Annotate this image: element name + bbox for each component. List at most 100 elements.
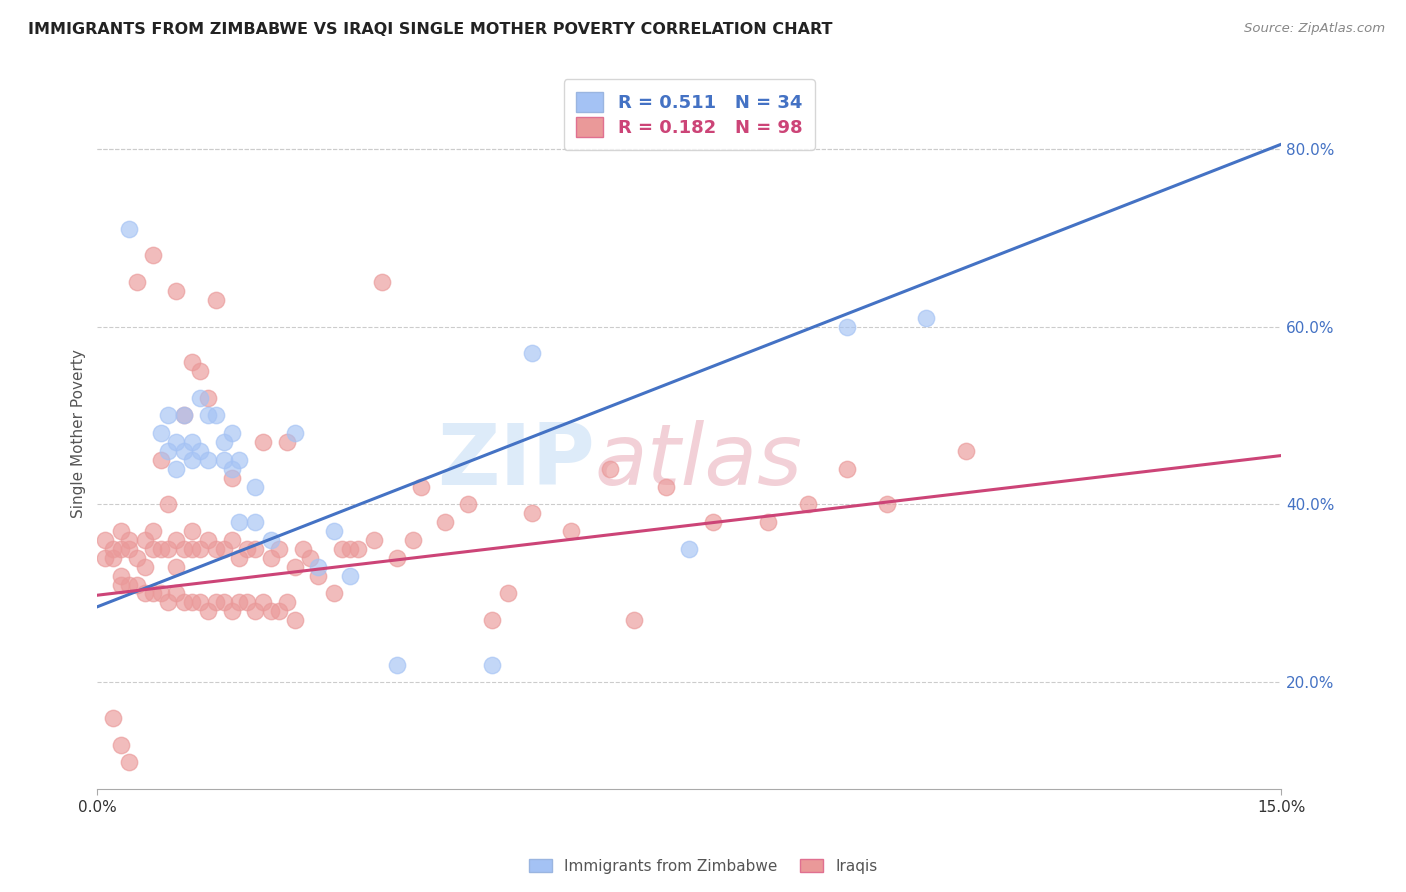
Point <box>165 435 187 450</box>
Text: ZIP: ZIP <box>437 420 595 503</box>
Point <box>188 444 211 458</box>
Point <box>678 541 700 556</box>
Point <box>252 595 274 609</box>
Point <box>181 595 204 609</box>
Point <box>101 711 124 725</box>
Point <box>157 498 180 512</box>
Point <box>142 586 165 600</box>
Point <box>260 533 283 547</box>
Text: IMMIGRANTS FROM ZIMBABWE VS IRAQI SINGLE MOTHER POVERTY CORRELATION CHART: IMMIGRANTS FROM ZIMBABWE VS IRAQI SINGLE… <box>28 22 832 37</box>
Point <box>134 559 156 574</box>
Point <box>284 613 307 627</box>
Point <box>599 462 621 476</box>
Point <box>94 550 117 565</box>
Point <box>188 595 211 609</box>
Point <box>221 604 243 618</box>
Y-axis label: Single Mother Poverty: Single Mother Poverty <box>72 349 86 517</box>
Point <box>228 515 250 529</box>
Point <box>165 462 187 476</box>
Point <box>797 498 820 512</box>
Point <box>110 738 132 752</box>
Point <box>347 541 370 556</box>
Point <box>236 595 259 609</box>
Point <box>181 435 204 450</box>
Point <box>110 568 132 582</box>
Point <box>173 409 195 423</box>
Point <box>252 435 274 450</box>
Point <box>245 480 267 494</box>
Point <box>221 462 243 476</box>
Point <box>654 480 676 494</box>
Text: Source: ZipAtlas.com: Source: ZipAtlas.com <box>1244 22 1385 36</box>
Point <box>409 480 432 494</box>
Point <box>212 453 235 467</box>
Point <box>197 533 219 547</box>
Point <box>433 515 456 529</box>
Point <box>702 515 724 529</box>
Point <box>173 444 195 458</box>
Point <box>457 498 479 512</box>
Point <box>955 444 977 458</box>
Point <box>267 604 290 618</box>
Point <box>157 444 180 458</box>
Point <box>221 471 243 485</box>
Point <box>125 577 148 591</box>
Point <box>307 568 329 582</box>
Point <box>165 284 187 298</box>
Point <box>204 595 226 609</box>
Point <box>118 533 141 547</box>
Point <box>387 657 409 672</box>
Point <box>157 409 180 423</box>
Point <box>94 533 117 547</box>
Point <box>142 524 165 538</box>
Point <box>323 524 346 538</box>
Point <box>228 453 250 467</box>
Point <box>165 533 187 547</box>
Point <box>134 586 156 600</box>
Point <box>837 462 859 476</box>
Point <box>245 515 267 529</box>
Point <box>330 541 353 556</box>
Point <box>284 426 307 441</box>
Point <box>276 435 298 450</box>
Point <box>915 310 938 325</box>
Point <box>212 595 235 609</box>
Point <box>496 586 519 600</box>
Point <box>236 541 259 556</box>
Point <box>125 275 148 289</box>
Point <box>402 533 425 547</box>
Point <box>110 577 132 591</box>
Point <box>173 409 195 423</box>
Point <box>149 453 172 467</box>
Point <box>204 409 226 423</box>
Point <box>181 453 204 467</box>
Point <box>188 541 211 556</box>
Point <box>560 524 582 538</box>
Point <box>157 541 180 556</box>
Point <box>481 613 503 627</box>
Point <box>197 391 219 405</box>
Point <box>149 426 172 441</box>
Point <box>118 221 141 235</box>
Point <box>110 541 132 556</box>
Point <box>245 541 267 556</box>
Point <box>623 613 645 627</box>
Point <box>837 319 859 334</box>
Point <box>110 524 132 538</box>
Point <box>260 604 283 618</box>
Point <box>221 533 243 547</box>
Point <box>520 507 543 521</box>
Point <box>221 426 243 441</box>
Point <box>197 409 219 423</box>
Legend: R = 0.511   N = 34, R = 0.182   N = 98: R = 0.511 N = 34, R = 0.182 N = 98 <box>564 79 815 150</box>
Point <box>165 559 187 574</box>
Point <box>212 541 235 556</box>
Point <box>284 559 307 574</box>
Point <box>173 541 195 556</box>
Point <box>197 604 219 618</box>
Point <box>245 604 267 618</box>
Point <box>142 541 165 556</box>
Point <box>142 248 165 262</box>
Point <box>204 293 226 307</box>
Point <box>520 346 543 360</box>
